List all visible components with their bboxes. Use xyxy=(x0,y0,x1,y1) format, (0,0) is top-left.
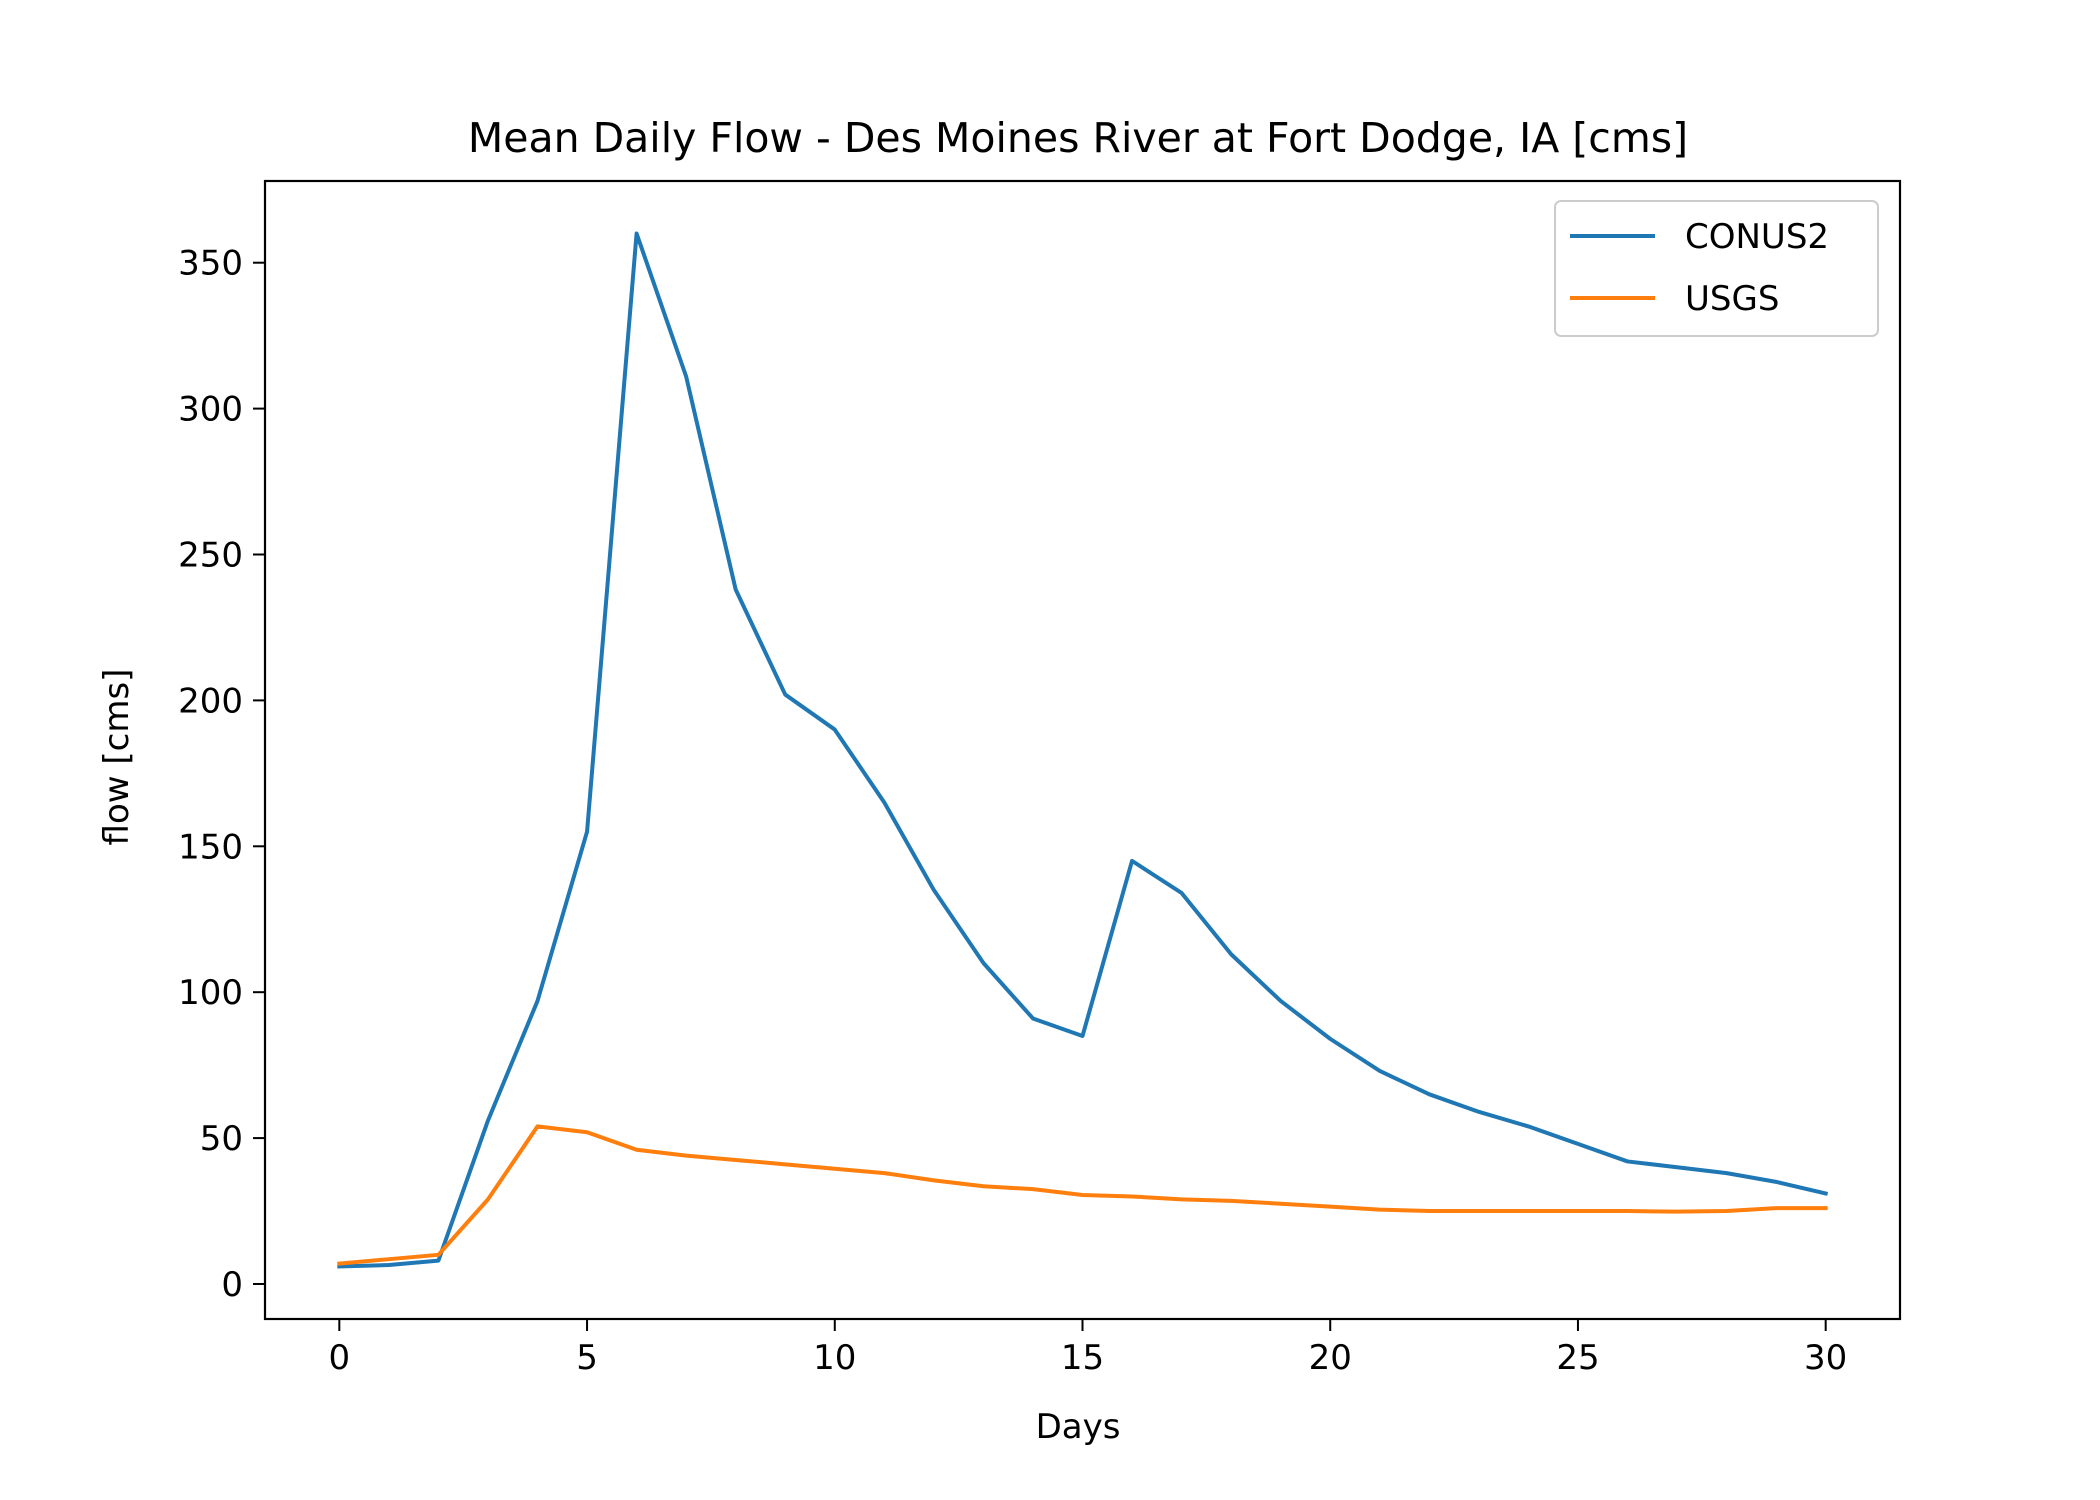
chart-title: Mean Daily Flow - Des Moines River at Fo… xyxy=(468,114,1688,162)
y-tick-label: 350 xyxy=(178,244,243,284)
y-tick-label: 0 xyxy=(221,1265,243,1305)
y-tick-label: 250 xyxy=(178,535,243,575)
y-tick-label: 200 xyxy=(178,681,243,721)
y-tick-label: 300 xyxy=(178,390,243,430)
y-axis-label: flow [cms] xyxy=(97,669,137,846)
series-line-conus2 xyxy=(337,231,1829,1269)
legend: CONUS2 USGS xyxy=(1554,200,1879,337)
x-tick-label: 15 xyxy=(1061,1338,1104,1378)
x-tick-label: 20 xyxy=(1309,1338,1352,1378)
legend-label-usgs: USGS xyxy=(1685,279,1779,319)
x-tick-label: 0 xyxy=(328,1338,350,1378)
x-axis-label: Days xyxy=(1036,1407,1121,1447)
x-tick-label: 30 xyxy=(1804,1338,1847,1378)
y-tick-label: 150 xyxy=(178,827,243,867)
y-tick-label: 50 xyxy=(200,1119,243,1159)
y-tick-label: 100 xyxy=(178,973,243,1013)
x-tick-label: 10 xyxy=(813,1338,856,1378)
x-tick-label: 25 xyxy=(1556,1338,1599,1378)
legend-label-conus2: CONUS2 xyxy=(1685,217,1829,257)
series-line-usgs xyxy=(337,1124,1828,1266)
x-tick-label: 5 xyxy=(576,1338,598,1378)
